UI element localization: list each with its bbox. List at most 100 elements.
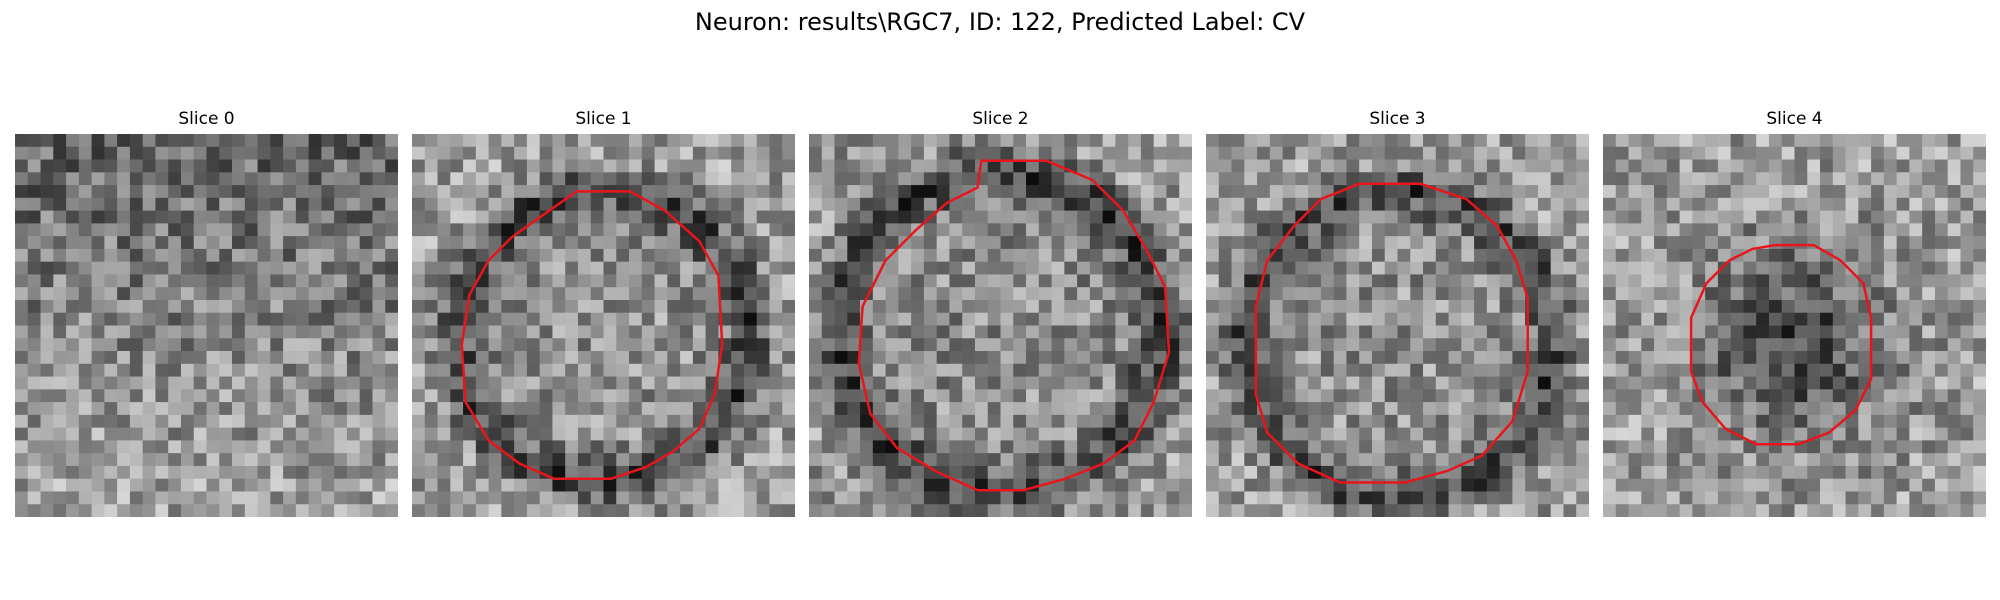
pixel bbox=[936, 274, 950, 288]
pixel bbox=[718, 376, 732, 390]
pixel bbox=[1909, 491, 1923, 505]
pixel bbox=[1960, 287, 1974, 301]
pixel bbox=[1231, 223, 1245, 237]
pixel bbox=[1871, 414, 1885, 429]
pixel bbox=[1934, 159, 1949, 173]
pixel bbox=[1000, 389, 1014, 403]
pixel bbox=[295, 363, 310, 377]
pixel bbox=[1359, 325, 1373, 339]
pixel bbox=[168, 389, 182, 403]
pixel bbox=[1231, 363, 1245, 377]
pixel bbox=[66, 185, 80, 199]
pixel bbox=[949, 223, 963, 237]
pixel bbox=[257, 478, 271, 492]
pixel bbox=[488, 338, 502, 352]
pixel bbox=[295, 389, 310, 403]
pixel bbox=[769, 402, 783, 416]
pixel bbox=[1679, 453, 1693, 467]
pixel bbox=[1115, 351, 1129, 365]
pixel bbox=[1153, 312, 1167, 326]
pixel bbox=[283, 465, 297, 480]
pixel bbox=[1206, 185, 1220, 199]
pixel bbox=[1474, 440, 1488, 454]
pixel bbox=[1257, 159, 1271, 173]
pixel bbox=[1166, 248, 1180, 263]
pixel bbox=[1231, 402, 1245, 416]
pixel bbox=[117, 465, 131, 480]
pixel bbox=[1359, 197, 1373, 211]
pixel bbox=[1603, 363, 1617, 377]
pixel bbox=[1128, 325, 1142, 339]
pixel bbox=[577, 351, 592, 365]
pixel bbox=[898, 185, 912, 199]
pixel bbox=[412, 338, 426, 352]
pixel bbox=[1474, 185, 1488, 199]
pixel bbox=[1628, 261, 1642, 275]
pixel bbox=[295, 223, 310, 237]
pixel bbox=[1410, 146, 1424, 160]
pixel bbox=[450, 248, 464, 263]
pixel bbox=[1013, 389, 1027, 403]
pixel bbox=[1576, 491, 1589, 505]
pixel bbox=[1474, 236, 1488, 250]
pixel bbox=[872, 159, 886, 173]
pixel bbox=[1615, 274, 1629, 288]
pixel bbox=[692, 376, 707, 390]
pixel bbox=[847, 351, 861, 365]
pixel bbox=[1537, 504, 1552, 517]
pixel bbox=[1410, 465, 1424, 480]
pixel bbox=[53, 440, 67, 454]
pixel bbox=[1448, 299, 1462, 314]
pixel bbox=[1231, 414, 1245, 429]
pixel bbox=[1128, 338, 1142, 352]
pixel bbox=[1743, 172, 1757, 186]
pixel bbox=[1934, 248, 1949, 263]
pixel bbox=[1333, 312, 1347, 326]
pixel bbox=[1128, 146, 1142, 160]
pixel bbox=[488, 172, 502, 186]
pixel bbox=[463, 453, 477, 467]
pixel bbox=[1832, 236, 1846, 250]
pixel bbox=[731, 402, 745, 416]
pixel bbox=[514, 274, 528, 288]
pixel bbox=[1153, 248, 1167, 263]
pixel bbox=[590, 134, 604, 148]
pixel bbox=[488, 427, 502, 441]
pixel bbox=[1603, 236, 1617, 250]
pixel bbox=[1563, 223, 1577, 237]
pixel bbox=[219, 299, 233, 314]
pixel bbox=[1922, 414, 1936, 429]
pixel bbox=[1371, 210, 1386, 224]
pixel bbox=[372, 299, 386, 314]
pixel bbox=[885, 440, 899, 454]
pixel bbox=[1218, 453, 1232, 467]
pixel bbox=[654, 261, 668, 275]
pixel bbox=[565, 351, 579, 365]
pixel bbox=[1883, 134, 1898, 148]
pixel bbox=[1973, 185, 1986, 199]
pixel bbox=[1089, 389, 1104, 403]
pixel bbox=[257, 414, 271, 429]
pixel bbox=[974, 465, 989, 480]
pixel bbox=[117, 389, 131, 403]
pixel bbox=[782, 248, 795, 263]
pixel bbox=[385, 402, 398, 416]
pixel bbox=[1115, 376, 1129, 390]
pixel bbox=[654, 325, 668, 339]
pixel bbox=[1615, 351, 1629, 365]
pixel bbox=[1461, 440, 1475, 454]
pixel bbox=[1603, 287, 1617, 301]
pixel bbox=[437, 338, 451, 352]
pixel bbox=[1384, 146, 1398, 160]
pixel bbox=[1537, 312, 1552, 326]
pixel bbox=[769, 197, 783, 211]
pixel bbox=[1603, 465, 1617, 480]
pixel bbox=[78, 402, 92, 416]
pixel bbox=[27, 389, 41, 403]
pixel bbox=[437, 185, 451, 199]
pixel bbox=[1244, 210, 1258, 224]
pixel bbox=[1883, 210, 1898, 224]
pixel bbox=[257, 210, 271, 224]
pixel bbox=[565, 210, 579, 224]
pixel bbox=[346, 236, 361, 250]
